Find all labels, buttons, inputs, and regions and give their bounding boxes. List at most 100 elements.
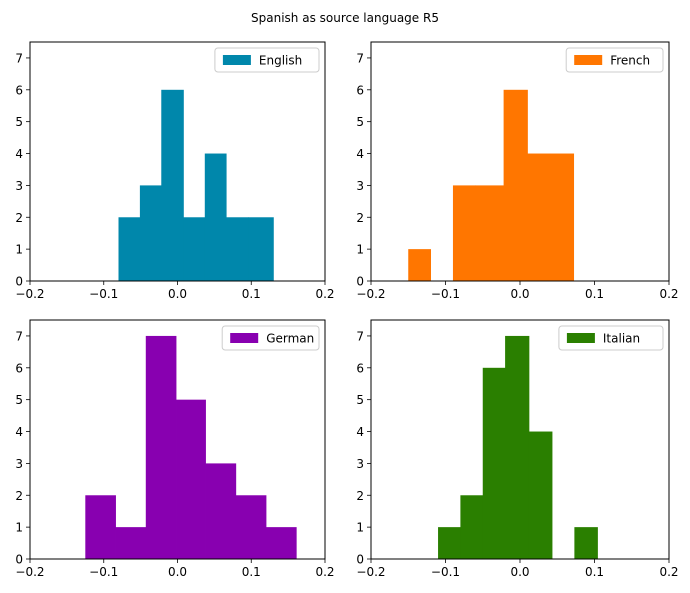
y-tick-label: 7	[356, 51, 364, 65]
histogram-bar	[549, 153, 575, 281]
x-tick-label: −0.1	[431, 565, 460, 579]
y-tick-label: 4	[15, 147, 23, 161]
histogram-bar	[176, 399, 206, 559]
subplot-2: −0.2 −0.1 0.0 0.1 0.2 0 1 2 3 4 5 6 7 French	[356, 41, 679, 301]
histogram-bar	[115, 527, 147, 559]
histogram-bar	[505, 335, 530, 559]
y-tick-label: 5	[356, 115, 364, 129]
legend: German	[221, 325, 320, 351]
legend: French	[565, 47, 664, 73]
y-tick-label: 7	[15, 51, 23, 65]
y-tick-label: 3	[356, 457, 364, 471]
x-tick-label: 0.1	[585, 287, 604, 301]
legend-swatch	[574, 55, 603, 65]
histogram-bar	[475, 185, 505, 281]
x-tick-label: 0.0	[510, 287, 529, 301]
histogram-bar	[118, 217, 141, 281]
legend-label: Italian	[603, 332, 640, 346]
x-tick-label: 0.1	[242, 287, 261, 301]
histogram-bar	[248, 217, 274, 281]
y-tick-label: 6	[15, 83, 23, 97]
y-tick-label: 7	[15, 329, 23, 343]
x-tick-label: −0.1	[89, 565, 118, 579]
x-tick-label: 0.0	[168, 287, 187, 301]
histogram-bar	[408, 249, 431, 281]
histogram-bar	[226, 217, 249, 281]
legend-box	[565, 47, 664, 73]
legend-label: French	[610, 54, 650, 68]
subplot-3: −0.2 −0.1 0.0 0.1 0.2 0 1 2 3 4 5 6 7 German	[15, 319, 335, 579]
y-tick-label: 4	[15, 425, 23, 439]
y-tick-label: 1	[356, 521, 364, 535]
histogram-bar	[205, 463, 237, 559]
histogram-bar	[452, 185, 476, 281]
subplots-grid: −0.2 −0.1 0.0 0.1 0.2 0 1 2 3 4 5 6 7 English −0.2 −0.1…	[15, 41, 679, 579]
histogram-bar	[482, 367, 506, 559]
x-tick-label: 0.2	[315, 565, 334, 579]
x-tick-label: −0.2	[15, 287, 44, 301]
y-tick-label: 4	[356, 147, 364, 161]
legend: Italian	[558, 325, 664, 351]
y-tick-label: 1	[15, 243, 23, 257]
subplot-1: −0.2 −0.1 0.0 0.1 0.2 0 1 2 3 4 5 6 7 English	[15, 41, 335, 301]
x-tick-label: 0.1	[585, 565, 604, 579]
y-tick-label: 3	[15, 179, 23, 193]
x-tick-label: 0.2	[659, 565, 678, 579]
y-tick-label: 2	[356, 211, 364, 225]
y-tick-label: 6	[356, 361, 364, 375]
x-tick-label: 0.0	[168, 565, 187, 579]
histogram-bar	[235, 495, 267, 559]
y-tick-label: 7	[356, 329, 364, 343]
legend-label: English	[259, 54, 302, 68]
y-tick-label: 0	[15, 275, 23, 289]
y-tick-label: 2	[15, 211, 23, 225]
histogram-bar	[528, 431, 553, 559]
legend-box	[221, 325, 320, 351]
histogram-bar	[460, 495, 484, 559]
x-tick-label: 0.0	[510, 565, 529, 579]
legend: English	[214, 47, 320, 73]
histogram-bar	[438, 527, 461, 559]
y-tick-label: 5	[15, 393, 23, 407]
legend-box	[558, 325, 664, 351]
x-tick-label: −0.1	[431, 287, 460, 301]
y-tick-label: 2	[356, 489, 364, 503]
histogram-bar	[139, 185, 162, 281]
legend-swatch	[566, 333, 595, 343]
y-tick-label: 6	[15, 361, 23, 375]
x-tick-label: 0.2	[315, 287, 334, 301]
x-tick-label: 0.2	[659, 287, 678, 301]
y-tick-label: 0	[15, 553, 23, 567]
histogram-bar	[161, 89, 184, 281]
x-tick-label: 0.1	[242, 565, 261, 579]
x-tick-label: −0.2	[15, 565, 44, 579]
x-tick-label: −0.2	[356, 287, 385, 301]
y-tick-label: 5	[356, 393, 364, 407]
figure-suptitle: Spanish as source language R5	[251, 11, 439, 25]
y-tick-label: 5	[15, 115, 23, 129]
y-tick-label: 6	[356, 83, 364, 97]
y-tick-label: 1	[15, 521, 23, 535]
x-tick-label: −0.1	[89, 287, 118, 301]
y-tick-label: 3	[356, 179, 364, 193]
y-tick-label: 3	[15, 457, 23, 471]
y-tick-label: 1	[356, 243, 364, 257]
histogram-bar	[527, 153, 551, 281]
histogram-bar	[145, 335, 177, 559]
histogram-bar	[204, 153, 227, 281]
histogram-bar	[503, 89, 528, 281]
y-tick-label: 4	[356, 425, 364, 439]
x-tick-label: −0.2	[356, 565, 385, 579]
histogram-bar	[183, 217, 206, 281]
histogram-bar	[85, 495, 116, 559]
y-tick-label: 0	[356, 275, 364, 289]
y-tick-label: 2	[15, 489, 23, 503]
legend-label: German	[266, 332, 314, 346]
legend-box	[214, 47, 320, 73]
histogram-bar	[266, 527, 297, 559]
legend-swatch	[222, 55, 251, 65]
subplot-4: −0.2 −0.1 0.0 0.1 0.2 0 1 2 3 4 5 6 7 Italian	[356, 319, 679, 579]
histogram-bar	[574, 527, 598, 559]
y-tick-label: 0	[356, 553, 364, 567]
